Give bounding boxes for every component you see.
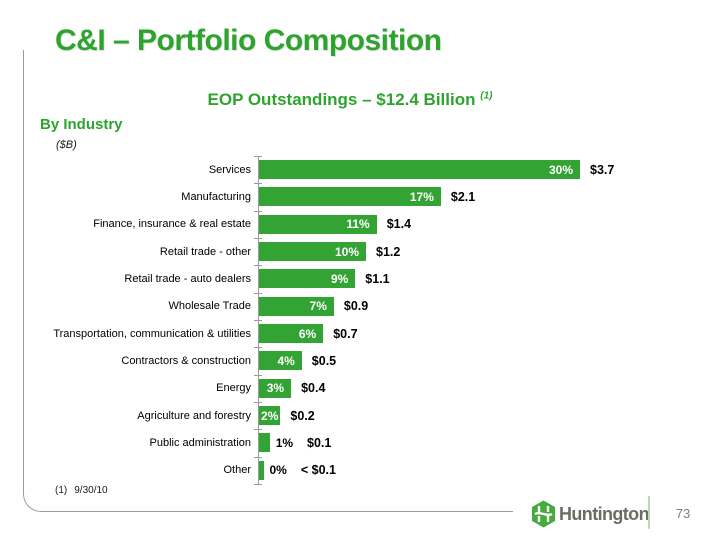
category-label: Retail trade - auto dealers [124, 272, 251, 285]
category-label: Contractors & construction [121, 354, 251, 367]
axis-tick [254, 347, 262, 349]
bar: 6% [259, 324, 324, 344]
chart-row: Energy 3% $0.4 [0, 375, 720, 402]
chart-row: Finance, insurance & real estate 11% $1.4 [0, 211, 720, 238]
category-label: Agriculture and forestry [137, 409, 251, 422]
category-label: Public administration [149, 436, 252, 449]
axis-tick [254, 156, 262, 157]
percent-label: 9% [330, 271, 349, 286]
bar-chart: Services 30% $3.7 Manufacturing 17% $2.1 Finan… [0, 156, 720, 486]
huntington-logo: Huntington [531, 500, 650, 528]
footnote-marker: (1) [55, 485, 68, 496]
axis-tick [254, 374, 262, 376]
amount-label: $0.2 [290, 408, 315, 423]
bar: 2% [259, 406, 281, 426]
category-label: Transportation, communication & utilitie… [53, 327, 251, 340]
chart-title: EOP Outstandings – $12.4 Billion (1) [23, 90, 677, 110]
percent-label: 10% [334, 244, 359, 259]
bar: 3% [259, 378, 292, 398]
percent-label: 7% [309, 299, 327, 314]
axis-tick [254, 183, 262, 185]
axis-tick [254, 210, 262, 212]
chart-row: Services 30% $3.7 [0, 156, 720, 183]
percent-label: 6% [298, 326, 317, 341]
bar: 10% [259, 242, 366, 262]
chart-row: Other 0% < $0.1 [0, 457, 720, 484]
footer-divider [648, 496, 650, 529]
page-title: C&I – Portfolio Composition [55, 24, 442, 57]
percent-label: 4% [277, 353, 295, 368]
percent-label: 11% [346, 217, 370, 232]
amount-label: $0.9 [343, 299, 369, 314]
percent-label: 1% [275, 435, 294, 450]
amount-label: $1.1 [365, 271, 390, 286]
category-label: Other [223, 464, 251, 477]
category-label: Manufacturing [181, 190, 251, 203]
bar: 9% [259, 269, 356, 289]
bar: 4% [259, 351, 302, 371]
bar: 11% [259, 214, 377, 234]
amount-label: $0.5 [311, 353, 337, 368]
chart-row: Wholesale Trade 7% $0.9 [0, 293, 720, 320]
chart-row: Public administration 1% $0.1 [0, 429, 720, 456]
axis-tick [254, 319, 262, 321]
chart-row: Agriculture and forestry 2% $0.2 [0, 402, 720, 429]
chart-row: Retail trade - auto dealers 9% $1.1 [0, 265, 720, 292]
axis-tick [254, 483, 262, 485]
footnote: (1) 9/30/10 [55, 485, 108, 496]
amount-label: $1.2 [376, 244, 401, 259]
bar [259, 433, 270, 453]
huntington-hexagon-icon [532, 500, 555, 528]
units-label: ($B) [56, 139, 77, 151]
axis-tick [254, 456, 262, 458]
percent-label: 17% [409, 189, 434, 204]
amount-label: $1.4 [386, 217, 412, 232]
amount-label: < $0.1 [300, 463, 336, 478]
footnote-text: 9/30/10 [74, 485, 108, 496]
bar: 7% [259, 296, 334, 316]
amount-label: $0.7 [333, 326, 358, 341]
chart-row: Transportation, communication & utilitie… [0, 320, 720, 347]
bar: 30% [259, 160, 580, 180]
percent-label: 30% [548, 162, 573, 177]
amount-label: $2.1 [450, 189, 476, 204]
footnote-reference: (1) [480, 90, 493, 102]
huntington-logo-text: Huntington [559, 503, 650, 524]
chart-row: Retail trade - other 10% $1.2 [0, 238, 720, 265]
amount-label: $0.1 [307, 435, 332, 450]
axis-tick [254, 401, 262, 403]
category-label: Finance, insurance & real estate [93, 218, 251, 231]
amount-label: $3.7 [590, 162, 615, 177]
chart-row: Manufacturing 17% $2.1 [0, 183, 720, 210]
category-label: Energy [216, 382, 251, 395]
percent-label: 3% [266, 381, 285, 396]
axis-tick [254, 292, 262, 294]
bar: 17% [259, 187, 441, 207]
percent-label: 2% [261, 408, 279, 423]
page-number: 73 [675, 506, 691, 521]
percent-label: 0% [269, 463, 287, 478]
category-label: Wholesale Trade [168, 300, 251, 313]
section-label: By Industry [40, 116, 123, 133]
axis-tick [254, 429, 262, 431]
axis-tick [254, 265, 262, 267]
category-label: Services [208, 163, 251, 176]
category-label: Retail trade - other [159, 245, 251, 258]
chart-row: Contractors & construction 4% $0.5 [0, 347, 720, 374]
bar [259, 460, 264, 480]
chart-rows: Services 30% $3.7 Manufacturing 17% $2.1 Finan… [0, 156, 720, 484]
chart-title-text: EOP Outstandings – $12.4 Billion [207, 90, 476, 109]
axis-tick [254, 237, 262, 239]
amount-label: $0.4 [301, 381, 326, 396]
